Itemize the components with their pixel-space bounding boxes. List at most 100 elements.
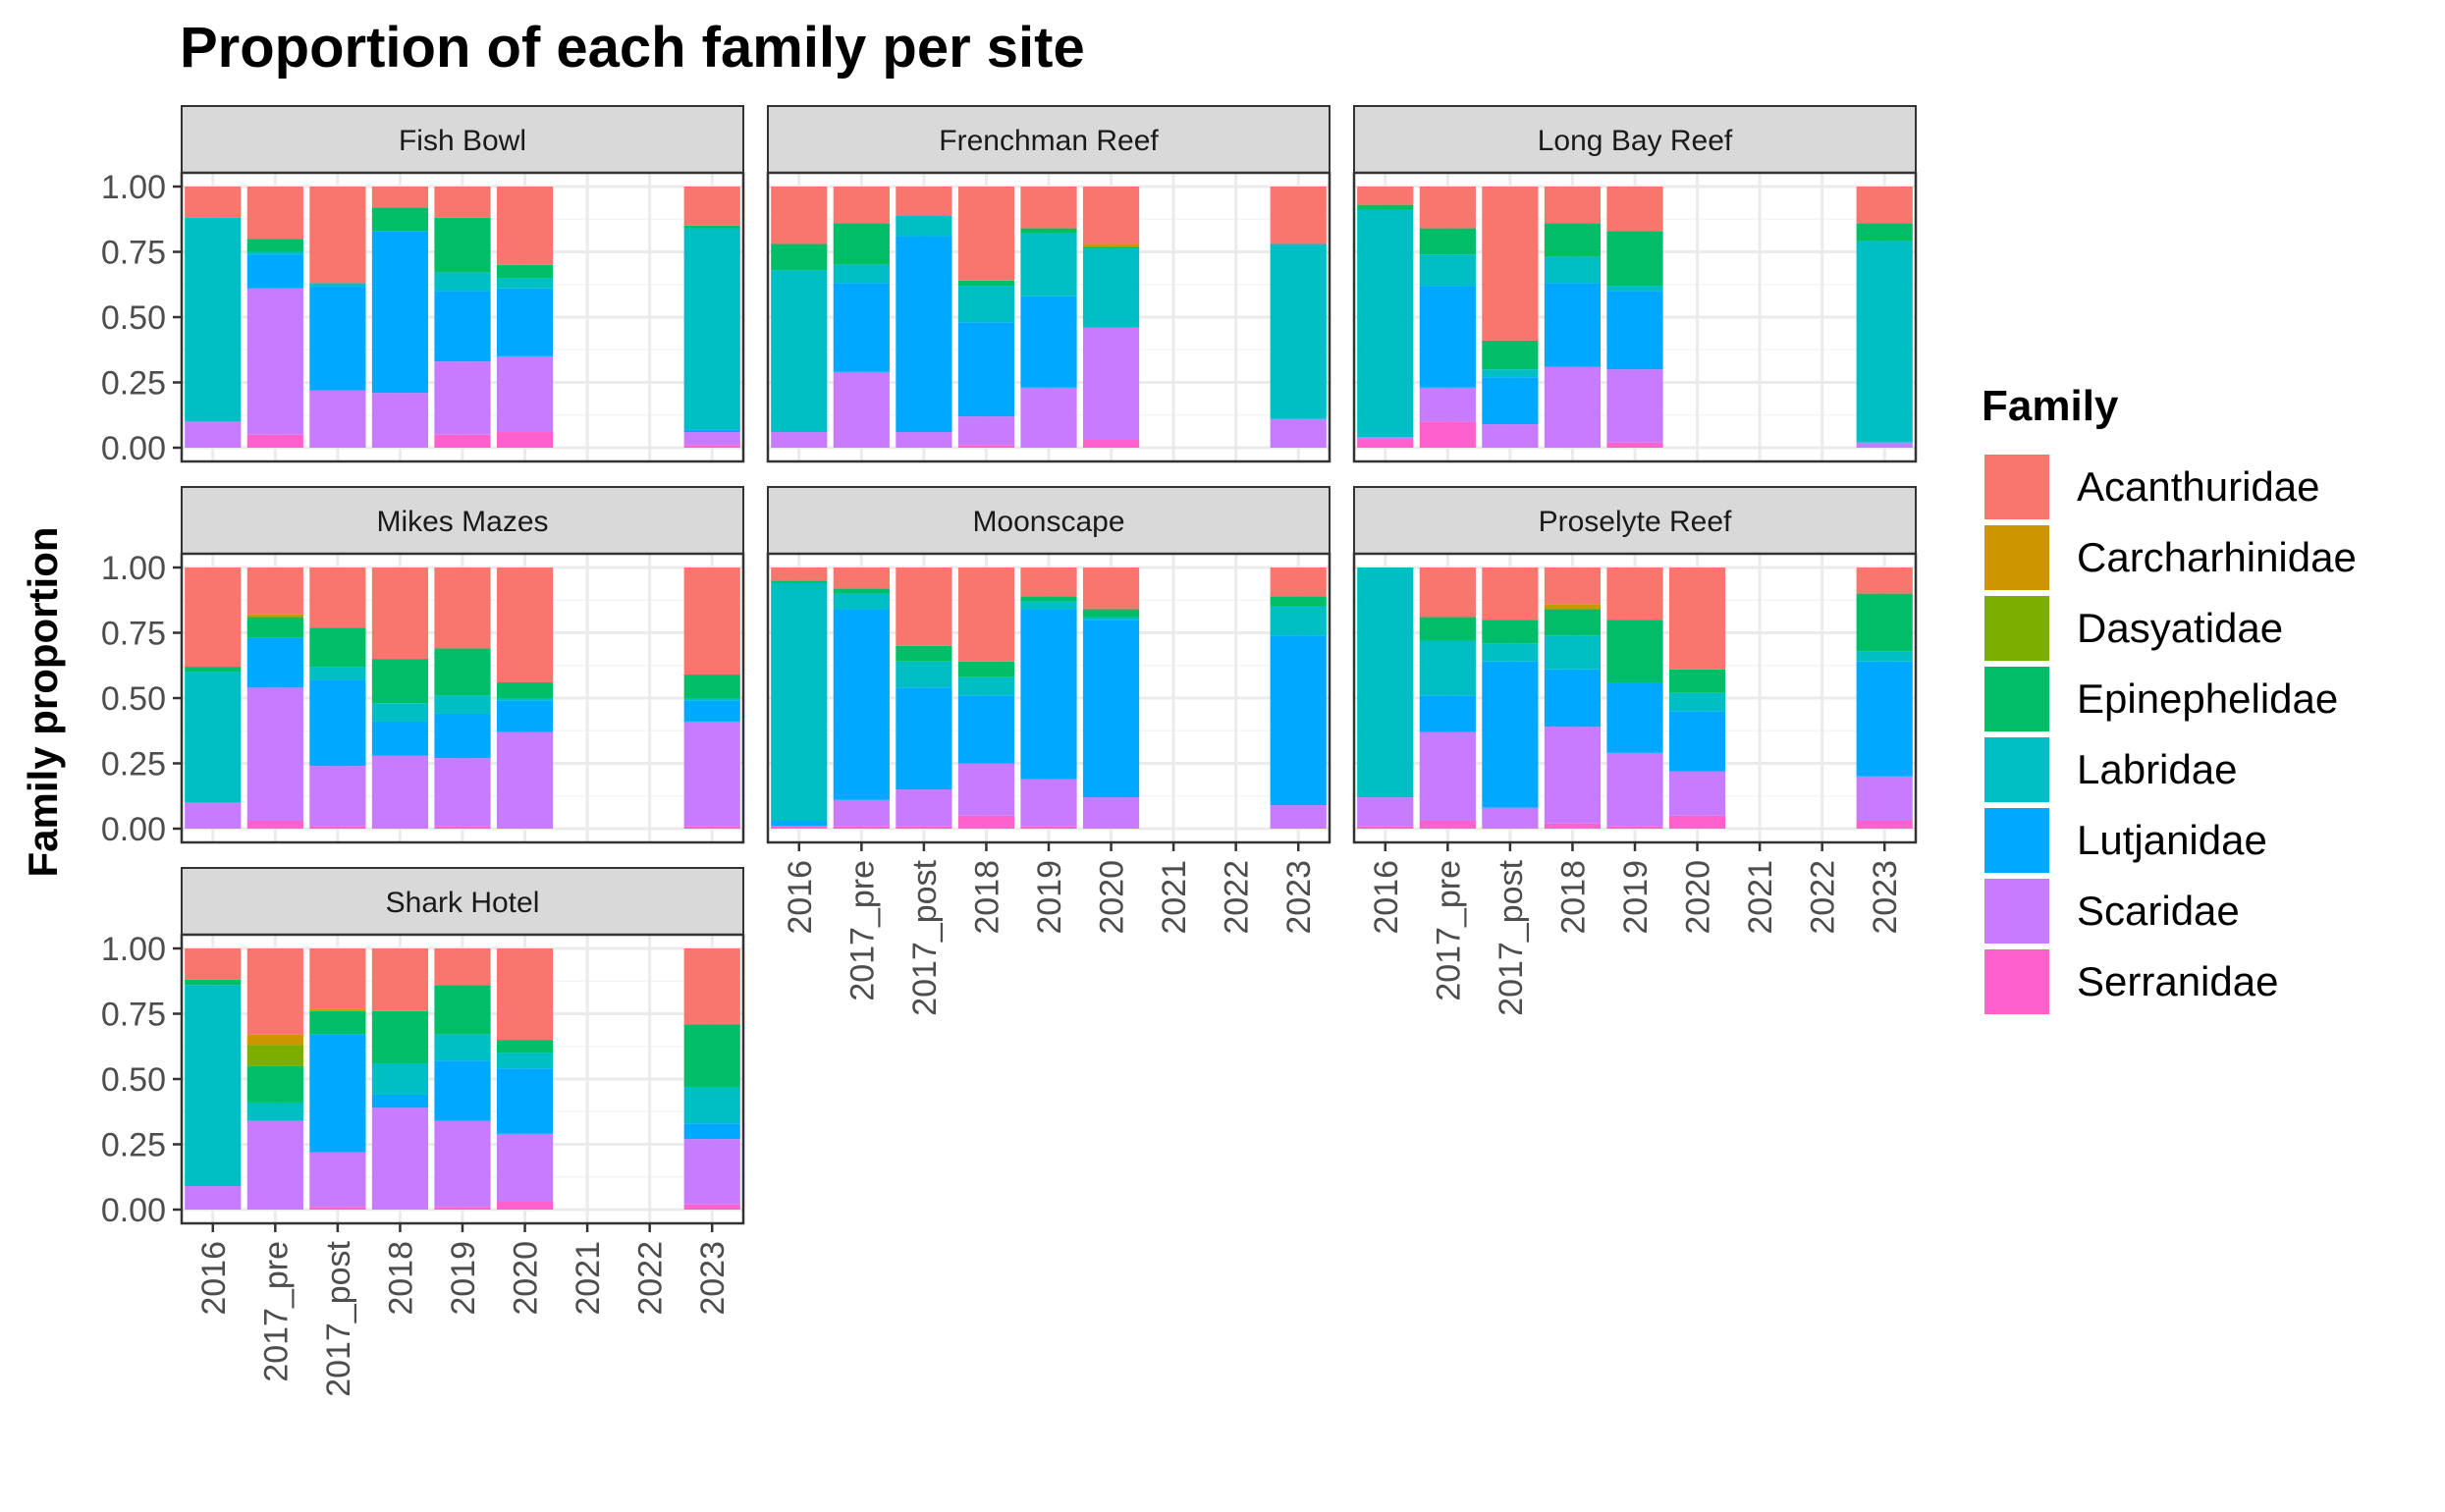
- bar-segment-scaridae: [683, 432, 740, 446]
- bar-segment-scaridae: [1419, 731, 1476, 822]
- bar-segment-epinephelidae: [1668, 669, 1726, 693]
- bar-segment-epinephelidae: [309, 627, 366, 668]
- bar-segment-labridae: [185, 217, 242, 422]
- bar-segment-scaridae: [1856, 776, 1913, 822]
- bar-segment-lutjanidae: [957, 322, 1015, 417]
- x-tick-label: 2023: [1867, 860, 1904, 935]
- facet-strip: [1353, 105, 1917, 174]
- bar-2019: [1020, 187, 1077, 448]
- bar-segment-labridae: [957, 286, 1015, 323]
- bar-segment-scaridae: [957, 763, 1015, 816]
- bar-segment-labridae: [683, 698, 740, 701]
- legend-title: Family: [1982, 382, 2119, 430]
- bar-segment-serranidae: [434, 434, 491, 448]
- x-tick-label: 2016: [782, 860, 819, 935]
- bar-2019: [1606, 187, 1663, 448]
- bar-segment-acanthuridae: [185, 948, 242, 980]
- bar-segment-labridae: [371, 703, 429, 722]
- bar-segment-epinephelidae: [371, 207, 429, 232]
- facet-strip-label: Long Bay Reef: [1538, 125, 1733, 157]
- bar-segment-scaridae: [683, 721, 740, 827]
- y-tick-label: 0.75: [101, 616, 166, 653]
- bar-segment-epinephelidae: [1419, 228, 1476, 255]
- bar-segment-epinephelidae: [683, 1024, 740, 1087]
- bar-segment-labridae: [1082, 248, 1140, 328]
- bar-segment-lutjanidae: [371, 231, 429, 394]
- x-tick-label: 2020: [1094, 860, 1131, 935]
- facet-fish-bowl: Fish Bowl 0.00 0.25 0.50 0.75 1.00: [101, 105, 745, 467]
- bar-segment-scaridae: [1856, 442, 1913, 448]
- facet-strip-label: Frenchman Reef: [939, 125, 1159, 157]
- bar-segment-acanthuridae: [1082, 567, 1140, 610]
- bar-segment-labridae: [683, 1086, 740, 1124]
- bar-segment-acanthuridae: [496, 948, 554, 1041]
- bar-segment-lutjanidae: [1020, 609, 1077, 780]
- legend-swatch: [1983, 947, 2051, 1016]
- bar-segment-epinephelidae: [496, 264, 554, 279]
- bar-segment-lutjanidae: [1020, 296, 1077, 388]
- facet-strip: [181, 105, 744, 174]
- bar-segment-epinephelidae: [1419, 617, 1476, 641]
- bar-segment-epinephelidae: [185, 667, 242, 673]
- bar-segment-labridae: [1544, 635, 1602, 670]
- bar-segment-acanthuridae: [185, 187, 242, 218]
- bar-segment-lutjanidae: [1544, 669, 1602, 728]
- y-tick-label: 0.00: [101, 1192, 166, 1229]
- chart-title: Proportion of each family per site: [180, 16, 1085, 80]
- bar-segment-serranidae: [246, 434, 303, 448]
- bar-segment-epinephelidae: [1020, 596, 1077, 602]
- bar-segment-acanthuridae: [1419, 567, 1476, 618]
- bar-segment-acanthuridae: [771, 187, 828, 244]
- facet-strip-label: Proselyte Reef: [1539, 506, 1732, 538]
- bar-segment-lutjanidae: [1419, 695, 1476, 732]
- bar-segment-acanthuridae: [1020, 187, 1077, 229]
- bar-2016: [1357, 567, 1414, 829]
- bar-2017-post: [309, 948, 366, 1210]
- bar-2023: [683, 948, 740, 1210]
- bar-segment-acanthuridae: [683, 948, 740, 1025]
- bar-segment-scaridae: [771, 432, 828, 448]
- bar-segment-lutjanidae: [246, 637, 303, 688]
- bar-segment-scaridae: [1082, 797, 1140, 829]
- bar-segment-scaridae: [1270, 418, 1327, 448]
- bar-segment-acanthuridae: [1482, 187, 1539, 341]
- bar-segment-lutjanidae: [1482, 661, 1539, 808]
- y-tick-label: 0.75: [101, 235, 166, 272]
- bar-segment-epinephelidae: [771, 243, 828, 271]
- bar-2017-pre: [1419, 567, 1476, 829]
- bar-segment-serranidae: [1357, 440, 1414, 448]
- bar-segment-scaridae: [1482, 424, 1539, 448]
- bar-segment-epinephelidae: [434, 217, 491, 273]
- bar-segment-serranidae: [496, 432, 554, 448]
- bar-segment-scaridae: [496, 355, 554, 433]
- bar-segment-epinephelidae: [246, 1065, 303, 1103]
- legend-item-labridae: Labridae: [1983, 735, 2237, 804]
- x-tick-label: 2018: [968, 860, 1005, 935]
- bar-segment-lutjanidae: [434, 291, 491, 362]
- bar-2019: [434, 948, 491, 1210]
- y-tick-label: 0.50: [101, 299, 166, 337]
- bar-segment-epinephelidae: [1482, 340, 1539, 370]
- bar-2016: [771, 567, 828, 829]
- x-tick-label: 2019: [1617, 860, 1655, 935]
- bar-segment-epinephelidae: [1082, 609, 1140, 618]
- bar-segment-epinephelidae: [683, 675, 740, 698]
- bar-segment-epinephelidae: [1270, 596, 1327, 607]
- bar-segment-epinephelidae: [771, 580, 828, 583]
- panel-border: [766, 171, 1331, 463]
- x-tick-label: 2018: [1554, 860, 1592, 935]
- facet-strip-label: Mikes Mazes: [376, 506, 548, 538]
- bar-2017-post: [309, 567, 366, 829]
- bar-2018: [371, 567, 429, 829]
- bar-segment-lutjanidae: [496, 288, 554, 356]
- facet-strip: [181, 867, 744, 936]
- bar-2017-pre: [1419, 187, 1476, 448]
- bar-segment-scaridae: [371, 1107, 429, 1210]
- legend-label: Dasyatidae: [2077, 605, 2283, 651]
- bar-segment-scaridae: [434, 361, 491, 435]
- bar-segment-scaridae: [371, 393, 429, 448]
- bar-segment-epinephelidae: [683, 225, 740, 229]
- bar-segment-scaridae: [1357, 797, 1414, 827]
- x-tick-label: 2017_post: [320, 1240, 357, 1396]
- bar-segment-serranidae: [957, 445, 1015, 448]
